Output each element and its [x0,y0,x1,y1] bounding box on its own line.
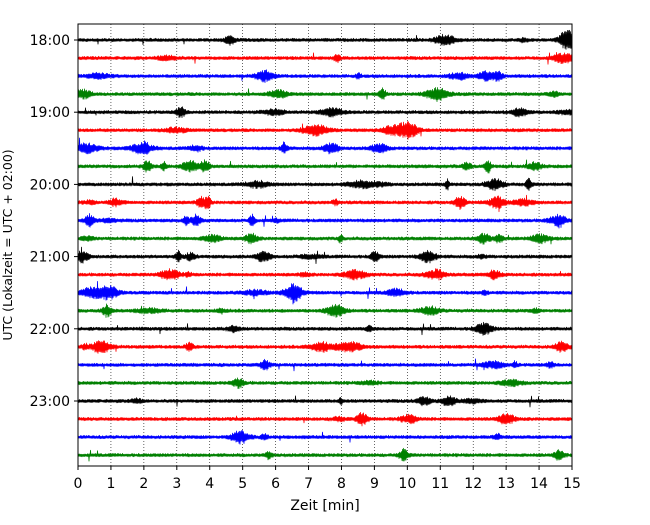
seismic-trace [77,232,573,245]
seismic-trace [77,395,573,408]
seismic-trace [77,194,573,213]
x-tick-label: 9 [370,476,379,492]
x-tick-label: 5 [238,476,247,492]
x-tick-label: 1 [106,476,115,492]
seismic-trace [77,268,573,281]
seismic-trace [77,52,573,65]
x-axis-label: Zeit [min] [290,498,359,514]
seismic-trace [77,340,573,354]
plot-frame [77,23,573,467]
seismic-trace [77,106,573,119]
x-tick-label: 12 [464,476,482,492]
x-axis-ticks: 0 1 2 3 4 5 6 7 8 9 10 11 12 13 14 15 [74,466,581,492]
seismic-trace [77,176,573,192]
y-tick-label: 21:00 [30,250,70,266]
x-tick-label: 6 [271,476,280,492]
seismic-trace [77,358,573,372]
seismic-trace [77,87,573,103]
y-tick-label: 23:00 [30,394,70,410]
seismic-trace [77,159,573,174]
seismic-trace [77,377,573,389]
x-tick-label: 4 [205,476,214,492]
seismic-trace [77,246,573,264]
seismic-trace [77,137,573,155]
x-tick-label: 11 [431,476,449,492]
seismic-trace [77,303,573,318]
y-tick-label: 22:00 [30,322,70,338]
x-tick-label: 13 [497,476,515,492]
seismic-trace [77,412,573,427]
seismic-trace [77,281,573,305]
x-tick-label: 8 [337,476,346,492]
x-tick-label: 3 [172,476,181,492]
x-tick-label: 10 [398,476,416,492]
seismic-trace [77,430,573,445]
seismic-trace [77,69,573,84]
seismic-trace [77,321,573,336]
x-tick-label: 15 [563,476,581,492]
y-tick-label: 19:00 [30,105,70,121]
x-tick-label: 14 [530,476,548,492]
x-tick-label: 0 [74,476,83,492]
x-tick-label: 7 [304,476,313,492]
y-tick-label: 18:00 [30,33,70,49]
seismic-trace [77,213,573,229]
y-tick-label: 20:00 [30,177,70,193]
y-axis-ticks: 18:00 19:00 20:00 21:00 22:00 23:00 [30,33,78,410]
seismic-trace [77,121,573,140]
x-tick-label: 2 [139,476,148,492]
seismic-trace [77,447,573,462]
y-axis-label: UTC (Lokalzeit = UTC + 02:00) [0,149,15,340]
seismic-trace [77,29,573,53]
trace-group [77,29,573,462]
